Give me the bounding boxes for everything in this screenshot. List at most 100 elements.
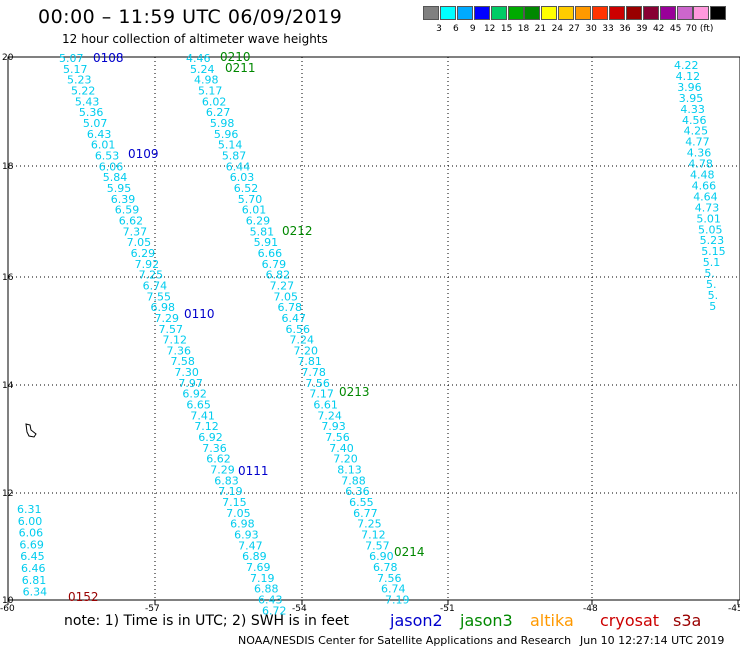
track-a-value: 7.36	[202, 442, 227, 455]
track-a-value: 6.65	[186, 399, 211, 412]
legend-swatch	[592, 6, 608, 20]
legend-label: 15	[500, 24, 513, 34]
track-c-value: 5.1	[703, 256, 721, 269]
legend-label: 36	[619, 24, 631, 34]
track-a-value: 6.83	[214, 474, 239, 487]
track-b-value: 6.55	[349, 496, 374, 509]
pass-label: 0108	[93, 51, 124, 65]
track-b-value: 7.17	[309, 388, 334, 401]
track-a-value: 5.84	[103, 171, 128, 184]
legend-label: 27	[568, 24, 580, 34]
lon-label: -45	[728, 604, 740, 614]
track-b-value: 6.82	[266, 269, 291, 282]
track-b-value: 7.27	[270, 279, 295, 292]
track-b-value: 6.29	[246, 214, 271, 227]
legend-swatch	[456, 6, 473, 20]
track-c-value: 4.12	[676, 70, 701, 83]
track-a-value: 6.01	[91, 139, 116, 152]
track-b-value: 6.27	[206, 106, 231, 119]
track-c-value: 5.	[706, 278, 717, 291]
track-c-value: 3.96	[677, 81, 702, 94]
legend-label: 24	[551, 24, 564, 34]
track-b-value: 5.24	[190, 63, 215, 76]
footnote: note: 1) Time is in UTC; 2) SWH is in fe…	[64, 613, 350, 629]
pass-label: 0212	[282, 224, 313, 238]
track-a-value: 6.93	[234, 529, 259, 542]
lon-label: -54	[292, 604, 307, 614]
lat-label: 14	[2, 381, 14, 391]
track-a-value: 7.37	[123, 225, 147, 238]
legend-swatch	[659, 6, 676, 20]
track-b-value: 5.70	[238, 193, 262, 206]
mission-jason3: jason3	[460, 611, 513, 630]
track-b-value: 5.87	[222, 149, 247, 162]
track-c-value: 5.23	[700, 234, 725, 247]
legend-label: 21	[534, 24, 547, 34]
track-c-value: 4.25	[684, 125, 709, 138]
legend-swatch	[693, 6, 710, 20]
track-d-value: 6.06	[19, 527, 43, 540]
track-a-value: 7.19	[218, 485, 243, 498]
legend-label: 70 (ft)	[685, 24, 714, 34]
track-b-value: 6.77	[353, 507, 378, 520]
legend-label: 12	[483, 24, 496, 34]
track-a-value: 5.17	[63, 63, 87, 76]
legend-label: 3	[436, 24, 442, 34]
legend-swatch	[676, 6, 693, 20]
track-c-value: 4.56	[682, 114, 707, 127]
legend-swatch	[642, 6, 659, 20]
credit-line: NOAA/NESDIS Center for Satellite Applica…	[238, 634, 572, 647]
pass-label: 0110	[184, 307, 215, 321]
legend-swatch	[558, 6, 575, 20]
track-d-value: 6.81	[22, 574, 47, 587]
track-a-value: 7.69	[246, 561, 271, 574]
track-a-value: 6.98	[230, 518, 255, 531]
island-outline	[25, 423, 37, 438]
legend-label: 39	[636, 24, 648, 34]
chart-subtitle: 12 hour collection of altimeter wave hei…	[62, 32, 328, 46]
legend-swatch	[710, 6, 727, 20]
lon-label: -48	[583, 604, 598, 614]
pass-label: 0211	[225, 61, 256, 75]
pass-label: 0210	[220, 50, 251, 64]
track-a-value: 7.29	[210, 464, 235, 477]
map-frame	[7, 56, 740, 601]
mission-s3a: s3a	[673, 611, 702, 630]
track-b-value: 7.19	[385, 594, 410, 607]
track-c-value: 4.36	[687, 147, 712, 160]
track-a-value: 5.23	[67, 74, 92, 87]
legend-label: 30	[585, 24, 597, 34]
legend-swatch	[524, 6, 541, 20]
legend-label: 9	[469, 24, 476, 34]
track-a-value: 7.29	[155, 312, 180, 325]
track-a-value: 6.43	[258, 594, 283, 607]
track-a-value: 7.30	[174, 366, 199, 379]
track-b-value: 8.13	[337, 464, 362, 477]
track-b-value: 7.12	[361, 529, 386, 542]
track-c-value: 5.01	[696, 212, 721, 225]
track-a-value: 6.74	[143, 279, 168, 292]
track-b-value: 7.20	[293, 344, 318, 357]
track-b-value: 5.98	[210, 117, 235, 130]
track-d-value: 6.00	[18, 515, 43, 528]
track-b-value: 6.02	[202, 95, 227, 108]
lat-label: 16	[2, 273, 14, 283]
track-a-value: 7.57	[159, 323, 184, 336]
track-b-value: 6.79	[262, 258, 287, 271]
mission-altika: altika	[530, 611, 574, 630]
track-c-value: 4.22	[674, 59, 699, 72]
track-b-value: 7.56	[377, 572, 402, 585]
track-a-value: 6.53	[95, 149, 120, 162]
track-a-value: 6.62	[119, 214, 144, 227]
track-a-value: 6.89	[242, 550, 267, 563]
track-b-value: 6.78	[373, 561, 398, 574]
track-c-value: 5	[709, 300, 716, 313]
track-a-value: 7.12	[162, 334, 187, 347]
track-c-value: 4.78	[688, 158, 713, 171]
track-a-value: 6.29	[131, 247, 156, 260]
track-b-value: 6.90	[369, 550, 394, 563]
track-d-value: 6.31	[17, 503, 42, 516]
track-b-value: 5.96	[214, 128, 239, 141]
generation-timestamp: Jun 10 12:27:14 UTC 2019	[580, 634, 725, 647]
legend-swatch	[575, 6, 592, 20]
